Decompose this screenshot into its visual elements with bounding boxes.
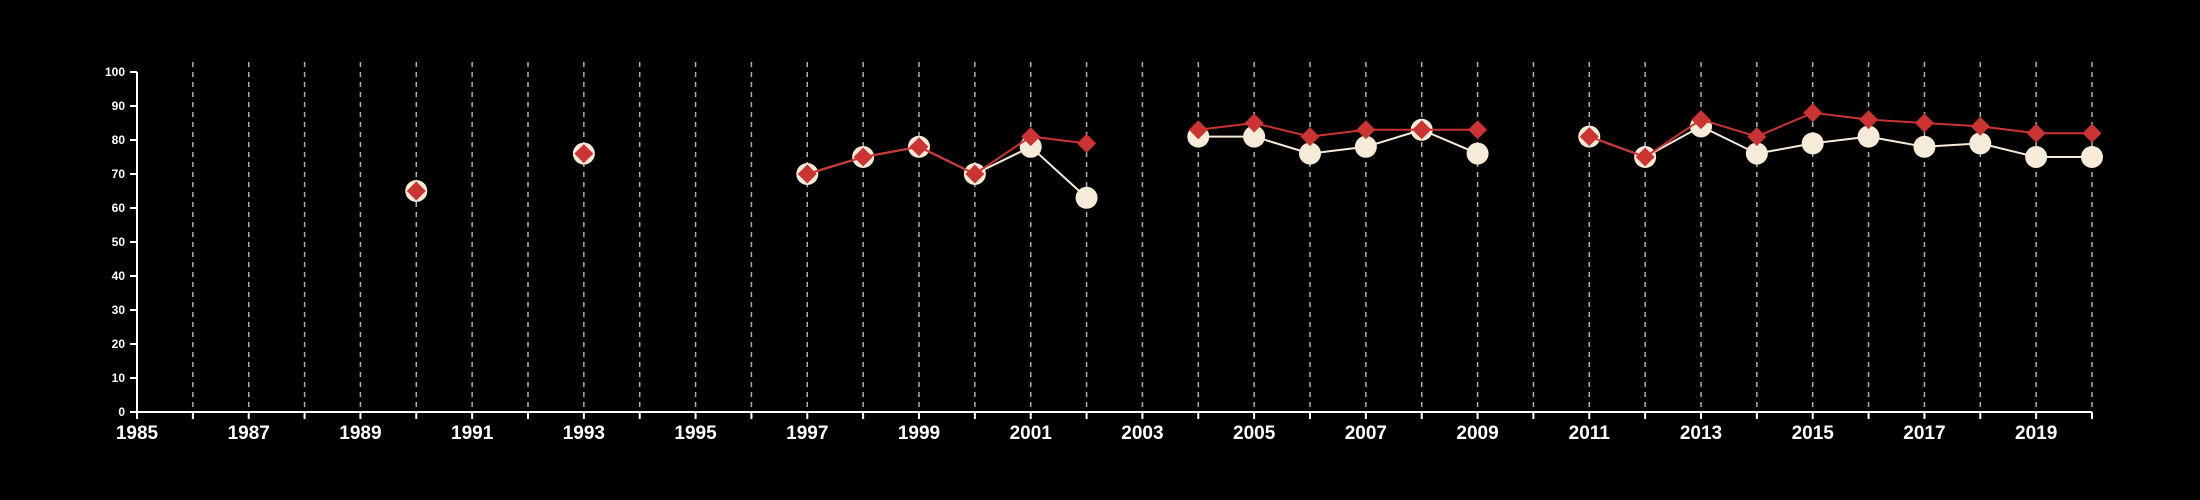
data-point-diamond: [1747, 127, 1767, 147]
data-point-diamond: [909, 137, 929, 157]
data-point-diamond: [2082, 123, 2102, 143]
data-point-circle: [1913, 135, 1936, 158]
x-tick-label: 1999: [898, 423, 940, 444]
x-tick-label: 1987: [228, 423, 270, 444]
data-point-diamond: [1468, 120, 1488, 140]
x-tick-label: 2017: [1903, 423, 1945, 444]
y-tick-label: 40: [112, 269, 126, 283]
x-tick-label: 2013: [1680, 423, 1722, 444]
x-tick-label: 2015: [1792, 423, 1835, 444]
data-point-diamond: [1077, 133, 1097, 153]
data-point-diamond: [1579, 127, 1599, 147]
grid-lines: [192, 62, 2093, 412]
data-point-diamond: [1691, 110, 1711, 130]
y-tick-label: 100: [105, 65, 125, 79]
series: [405, 103, 2103, 209]
series-diamond: [406, 103, 2102, 201]
data-point-diamond: [797, 164, 817, 184]
data-point-circle: [1243, 125, 1266, 148]
x-tick-label: 2007: [1345, 423, 1387, 444]
x-tick-label: 2001: [1010, 423, 1053, 444]
data-point-circle: [1466, 142, 1489, 165]
data-point-circle: [1801, 132, 1824, 155]
x-tick-label: 2011: [1569, 423, 1611, 444]
axes: 1985 1987 1989 1991 1993 1995 1997 1999 2001 2003…: [105, 65, 2093, 444]
data-point-diamond: [1244, 113, 1264, 133]
data-point-diamond: [1300, 127, 1320, 147]
data-point-circle: [1745, 142, 1768, 165]
data-point-diamond: [1412, 120, 1432, 140]
data-point-diamond: [1859, 110, 1879, 130]
series-line: [806, 135, 1087, 176]
x-tick-label: 1991: [451, 423, 494, 444]
y-tick-label: 80: [112, 133, 126, 147]
y-tick-label: 20: [112, 337, 126, 351]
data-point-diamond: [574, 144, 594, 164]
x-tick-label: 1985: [116, 423, 159, 444]
x-tick-label: 1993: [563, 423, 605, 444]
x-tick-label: 2005: [1233, 423, 1276, 444]
y-tick-label: 70: [112, 167, 126, 181]
series-line: [806, 145, 1088, 199]
data-point-circle: [1857, 125, 1880, 148]
data-point-diamond: [406, 181, 426, 201]
y-tick-label: 50: [112, 235, 126, 249]
data-point-diamond: [1970, 116, 1990, 136]
data-point-circle: [1354, 135, 1377, 158]
x-tick-label: 1995: [674, 423, 717, 444]
data-point-diamond: [1188, 120, 1208, 140]
data-point-diamond: [1021, 127, 1041, 147]
series-line: [1588, 125, 2092, 159]
y-tick-label: 60: [112, 201, 126, 215]
data-point-diamond: [2026, 123, 2046, 143]
y-tick-label: 90: [112, 99, 126, 113]
data-point-circle: [1299, 142, 1321, 165]
x-tick-label: 1997: [786, 423, 828, 444]
series-line: [1588, 111, 2092, 159]
data-point-diamond: [1635, 147, 1655, 167]
x-tick-label: 2003: [1121, 423, 1163, 444]
data-point-circle: [2025, 146, 2048, 168]
data-point-diamond: [965, 164, 985, 184]
series-line: [1198, 121, 1478, 138]
x-tick-label: 2019: [2015, 423, 2057, 444]
y-tick-label: 0: [118, 405, 125, 419]
data-point-circle: [1075, 186, 1098, 209]
data-point-diamond: [1803, 103, 1823, 123]
data-point-diamond: [853, 147, 873, 167]
data-point-diamond: [1356, 120, 1376, 140]
y-tick-label: 30: [112, 303, 126, 317]
data-point-diamond: [1914, 113, 1934, 133]
x-tick-label: 2009: [1456, 423, 1498, 444]
y-tick-label: 10: [112, 371, 126, 385]
data-point-circle: [1969, 132, 1992, 155]
data-point-circle: [2081, 146, 2103, 168]
x-tick-label: 1989: [339, 423, 381, 444]
